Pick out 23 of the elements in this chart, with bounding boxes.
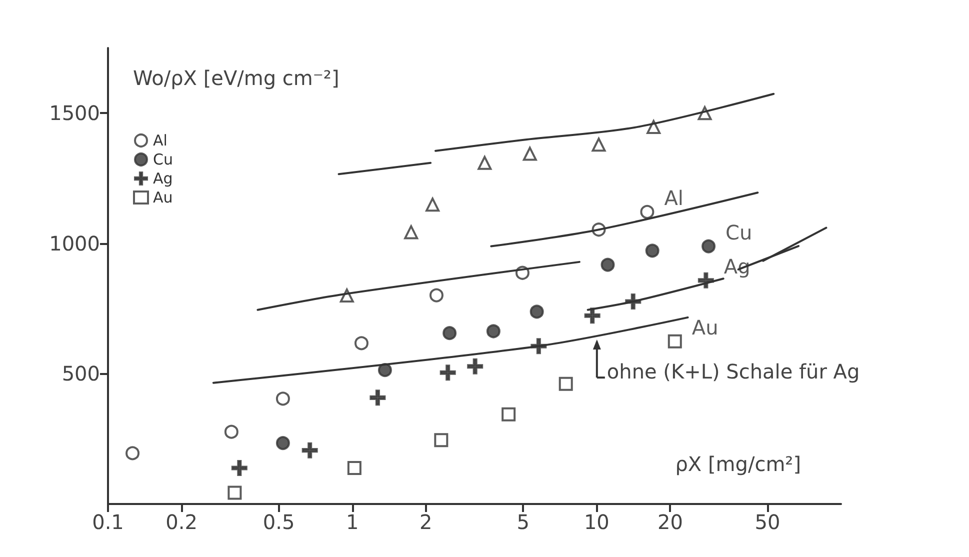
x-tick-label: 10	[584, 510, 610, 534]
x-tick-label: 2	[420, 510, 432, 534]
legend-label: Au	[153, 188, 173, 206]
x-axis-title: ρX [mg/cm²]	[675, 452, 802, 476]
x-tick-label: 20	[657, 510, 683, 534]
text: Au	[692, 315, 718, 340]
x-tick-label: 50	[754, 510, 780, 534]
x-tick-label: 0.1	[92, 510, 124, 534]
x-tick-label: 0.2	[166, 510, 198, 534]
annotation: ohne (K+L) Schale für Ag	[606, 360, 860, 384]
x-tick-label: 1	[346, 510, 359, 534]
y-tick-label: 1000	[49, 231, 100, 256]
legend-label: Cu	[153, 150, 173, 168]
legend-label: Ag	[153, 170, 173, 188]
x-tick-label: 0.5	[262, 510, 295, 534]
legend-label: Al	[153, 132, 168, 150]
text: Ag	[724, 254, 750, 278]
x-tick-label: 5	[516, 510, 530, 534]
y-tick-label: 1500	[49, 101, 100, 126]
text: Al	[664, 186, 684, 210]
y-tick-label: 500	[62, 362, 100, 386]
y-axis-title: Wo/ρX [eV/mg cm⁻²]	[133, 66, 340, 90]
text: Cu	[726, 220, 752, 244]
